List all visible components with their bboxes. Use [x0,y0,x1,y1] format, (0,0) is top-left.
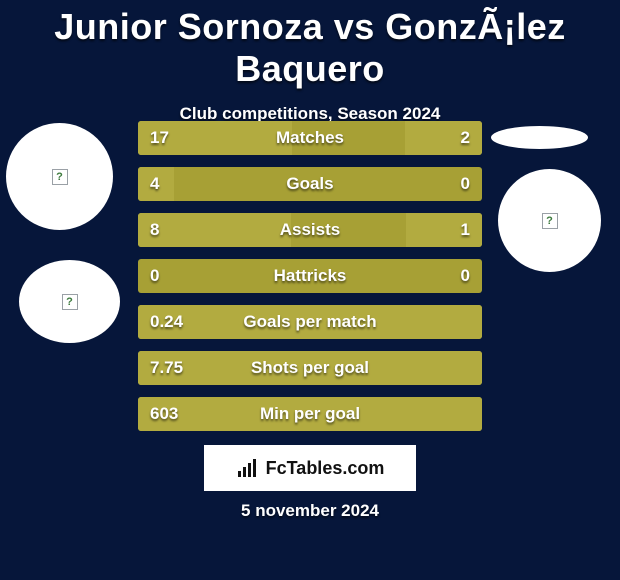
stat-row: 0Hattricks0 [138,259,482,293]
decoration-ellipse [491,126,588,149]
decoration-circle: ? [498,169,601,272]
stat-value-right: 2 [461,128,470,148]
decoration-circle: ? [6,123,113,230]
stats-container: 17Matches24Goals08Assists10Hattricks00.2… [138,121,482,443]
page-title: Junior Sornoza vs GonzÃ¡lez Baquero [0,0,620,90]
stat-label: Min per goal [138,404,482,424]
stat-row: 7.75Shots per goal [138,351,482,385]
stat-row: 17Matches2 [138,121,482,155]
stat-label: Matches [138,128,482,148]
stat-label: Goals [138,174,482,194]
stat-label: Shots per goal [138,358,482,378]
missing-image-icon: ? [542,213,558,229]
bars-icon [236,457,262,479]
stat-value-right: 0 [461,266,470,286]
stat-value-right: 0 [461,174,470,194]
decoration-circle: ? [19,260,120,343]
stat-row: 8Assists1 [138,213,482,247]
date-label: 5 november 2024 [0,501,620,521]
missing-image-icon: ? [62,294,78,310]
stat-row: 0.24Goals per match [138,305,482,339]
missing-image-icon: ? [52,169,68,185]
stat-row: 4Goals0 [138,167,482,201]
stat-label: Goals per match [138,312,482,332]
stat-value-right: 1 [461,220,470,240]
branding: FcTables.com [204,445,416,491]
branding-text: FcTables.com [266,458,385,479]
stat-label: Hattricks [138,266,482,286]
stat-label: Assists [138,220,482,240]
stat-row: 603Min per goal [138,397,482,431]
